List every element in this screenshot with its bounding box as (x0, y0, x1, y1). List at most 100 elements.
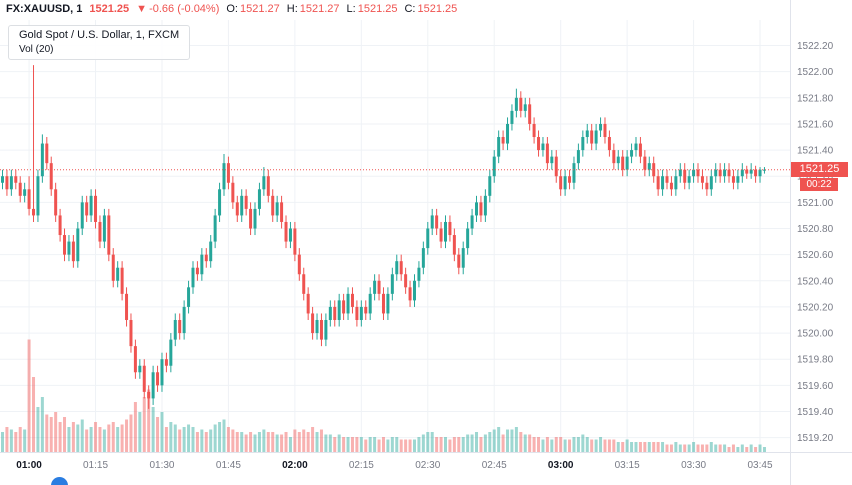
volume-bar (346, 437, 350, 452)
candle-body (603, 123, 607, 138)
volume-bar (647, 442, 651, 452)
volume-bar (390, 437, 394, 452)
candle-body (346, 293, 350, 314)
candle-body (125, 293, 129, 320)
volume-bar (630, 442, 634, 452)
candle-body (49, 163, 53, 190)
candle-body (612, 150, 616, 164)
candle-body (723, 169, 727, 177)
volume-bar (599, 437, 603, 452)
volume-bar (293, 429, 297, 452)
candle-body (355, 306, 359, 320)
volume-bar (479, 437, 483, 452)
direction-arrow-icon: ▼ (136, 3, 148, 15)
volume-bar (475, 432, 479, 452)
volume-bar (444, 437, 447, 452)
candle-body (80, 202, 84, 229)
volume-bar (665, 444, 669, 452)
price-change: -0.66 (-0.04%) (149, 3, 220, 15)
volume-bar (85, 429, 89, 452)
candle-body (700, 176, 704, 183)
volume-bar (718, 444, 722, 452)
volume-bar (386, 439, 390, 452)
candle-body (324, 319, 328, 340)
candle-body (718, 169, 722, 177)
high-label: H: (286, 3, 298, 15)
candle-body (266, 176, 270, 196)
candle-body (696, 169, 700, 177)
volume-bar (621, 442, 625, 452)
volume-bar (306, 432, 310, 452)
candle-body (133, 346, 137, 373)
candle-body (164, 359, 168, 366)
time-label: 01:00 (16, 460, 42, 471)
volume-bar (94, 422, 98, 452)
candle-body (656, 176, 660, 190)
candle-body (528, 104, 532, 124)
volume-bar (89, 427, 93, 452)
candle-body (319, 319, 323, 340)
close-value: 1521.25 (417, 3, 458, 15)
candle-body (160, 359, 164, 386)
volume-bar (226, 427, 230, 452)
volume-bar (235, 432, 239, 452)
candle-body (479, 202, 483, 216)
price-tick-label: 1520.20 (797, 302, 834, 313)
volume-bar (417, 437, 421, 452)
volume-bar (151, 407, 155, 452)
price-axis[interactable] (790, 0, 852, 452)
volume-bar (364, 439, 368, 452)
symbol-name: FX:XAUUSD, 1 (6, 3, 83, 15)
candle-body (14, 176, 18, 183)
volume-bar (271, 432, 275, 452)
candle-body (661, 176, 665, 190)
volume-bar (674, 442, 678, 452)
volume-bar (745, 447, 749, 452)
candle-body (519, 97, 523, 111)
candle-body (151, 372, 155, 399)
volume-bar (342, 437, 346, 452)
volume-bar (125, 419, 129, 452)
candle-body (249, 208, 253, 229)
candle-body (634, 143, 638, 151)
volume-bar (49, 417, 53, 452)
candle-body (111, 254, 115, 281)
time-label: 03:45 (748, 460, 773, 471)
candle-body (63, 235, 67, 255)
candle-body (32, 208, 36, 216)
candle-body (288, 228, 292, 242)
symbol-info-bar: FX:XAUUSD, 1 1521.25 ▼ -0.66 (-0.04%) O:… (6, 3, 457, 15)
volume-bar (421, 434, 425, 452)
volume-bar (683, 444, 687, 452)
chart-legend[interactable]: Gold Spot / U.S. Dollar, 1, FXCM Vol (20… (8, 25, 191, 60)
high-value: 1521.27 (299, 3, 340, 15)
candle-body (120, 267, 124, 294)
candle-body (599, 123, 603, 131)
candle-body (550, 156, 554, 164)
candle-body (714, 169, 718, 177)
volume-bar (492, 429, 496, 452)
volume-bar (1, 432, 4, 452)
tradingview-logo[interactable] (51, 477, 68, 485)
volume-bar (452, 437, 456, 452)
volume-bar (528, 434, 532, 452)
candle-body (71, 241, 75, 262)
volume-bar (368, 437, 372, 452)
volume-bar (328, 434, 332, 452)
candle-body (687, 176, 691, 183)
candle-body (430, 215, 434, 229)
volume-bar (288, 437, 292, 452)
candle-body (54, 189, 58, 216)
volume-bar (762, 447, 766, 452)
candle-body (576, 150, 580, 164)
time-axis[interactable] (0, 452, 790, 485)
time-label: 03:15 (615, 460, 640, 471)
candle-body (107, 215, 111, 255)
volume-bar (638, 442, 642, 452)
candle-body (271, 195, 275, 216)
last-price-badge: 1521.25 (791, 161, 848, 177)
candle-body (18, 182, 22, 196)
volume-bar (749, 444, 753, 452)
volume-bar (736, 447, 740, 452)
